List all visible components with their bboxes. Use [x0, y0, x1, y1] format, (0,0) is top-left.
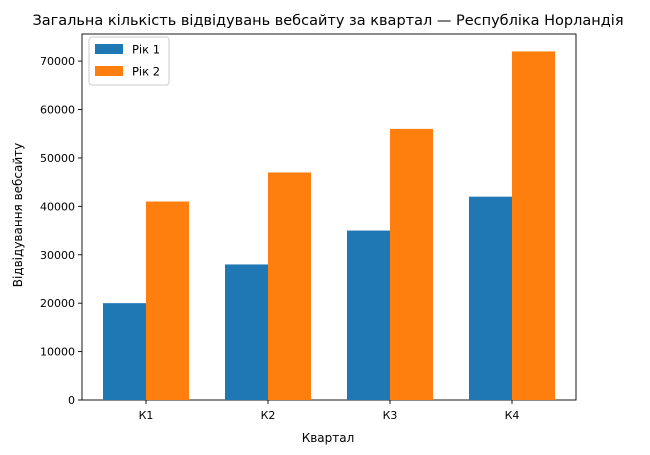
x-axis: К1 К2 К3 К4: [139, 400, 520, 422]
chart-title: Загальна кількість відвідувань вебсайту …: [32, 13, 623, 29]
y-tick-label: 30000: [40, 249, 75, 262]
bar-1-1: [103, 303, 146, 400]
y-tick-label: 0: [68, 394, 75, 407]
y-tick-label: 60000: [40, 104, 75, 117]
plot-frame: [81, 33, 577, 401]
legend: Рік 1 Рік 2: [88, 36, 170, 86]
bar-2-2: [268, 172, 311, 400]
bar-2-3: [390, 128, 433, 400]
bars: [103, 51, 555, 401]
plot-area: [81, 33, 577, 401]
bar-2-1: [146, 201, 189, 400]
legend-swatch: [95, 44, 123, 54]
y-tick-label: 70000: [40, 55, 75, 68]
bar-1-4: [469, 196, 512, 400]
bar-2-4: [512, 51, 555, 401]
y-tick-label: 10000: [40, 346, 75, 359]
legend-swatch: [95, 66, 123, 76]
y-tick-label: 50000: [40, 152, 75, 165]
x-tick-label: К3: [383, 409, 398, 422]
bar-1-2: [225, 264, 268, 400]
x-tick-label: К2: [261, 409, 276, 422]
legend-label: Рік 2: [132, 65, 160, 79]
y-axis: 0 10000 20000 30000 40000 50000 60000 70000: [40, 55, 82, 407]
y-axis-label: Відвідування вебсайту: [11, 143, 25, 288]
x-axis-label: Квартал: [302, 431, 355, 445]
y-tick-label: 40000: [40, 200, 75, 213]
x-tick-label: К4: [505, 409, 520, 422]
legend-label: Рік 1: [132, 43, 160, 57]
bar-1-3: [347, 230, 390, 400]
y-tick-label: 20000: [40, 297, 75, 310]
x-tick-label: К1: [139, 409, 154, 422]
